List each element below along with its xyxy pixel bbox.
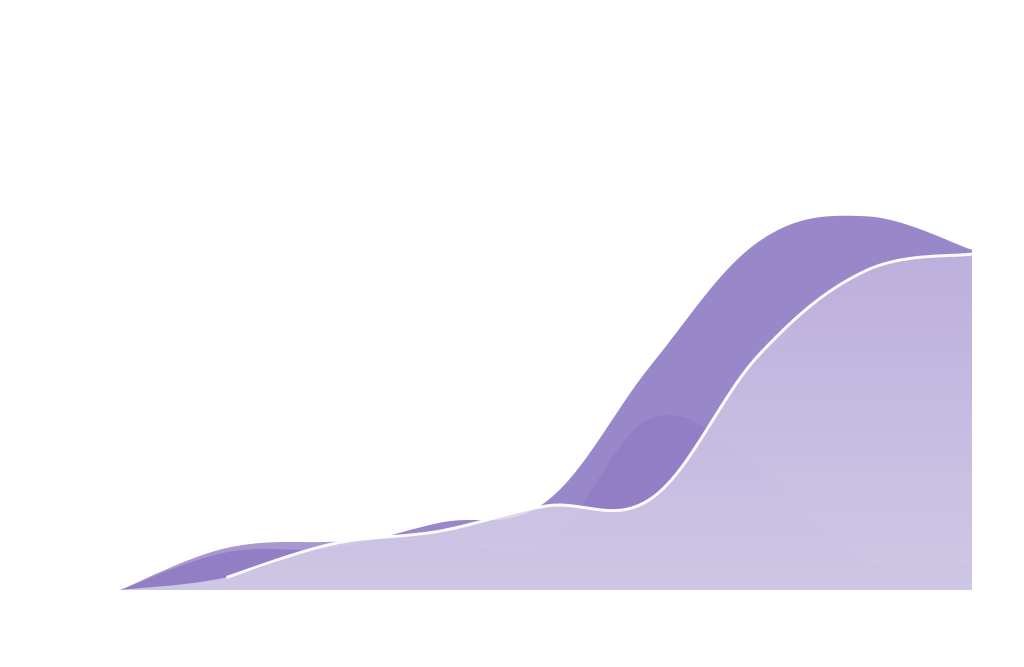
area-series-3: [120, 254, 972, 590]
area-series-3-edge-line: [226, 252, 973, 579]
series-layer: [120, 215, 973, 590]
